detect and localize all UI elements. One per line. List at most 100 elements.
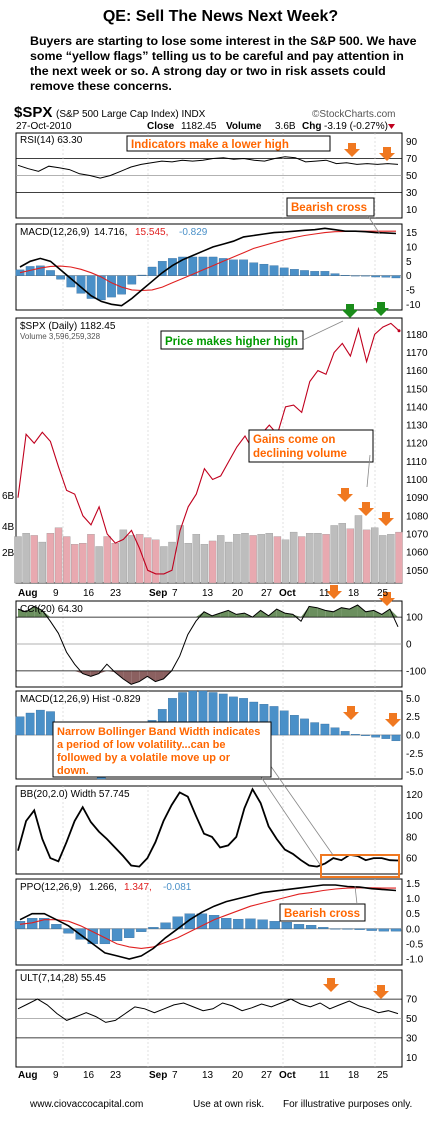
y-tick-label: -1.0: [406, 954, 424, 965]
volume-bar: [127, 535, 136, 584]
cci-positive-fill: [381, 609, 390, 618]
volume-bar: [119, 529, 128, 584]
cci-negative-fill: [155, 670, 164, 682]
annotation-pointer: [367, 215, 381, 235]
macd-histogram-bar: [107, 275, 116, 298]
price-line: [17, 322, 400, 575]
ppo-histogram-bar: [390, 928, 402, 932]
volume-bar: [281, 539, 290, 584]
ppo-histogram-bar: [269, 921, 280, 929]
macd-hist-bar: [361, 734, 370, 736]
x-tick-label: Sep: [149, 1070, 167, 1081]
cci-positive-fill: [284, 613, 293, 618]
y-tick-label: 1050: [406, 566, 429, 577]
macd-histogram-bar: [46, 270, 55, 276]
macd-value: 14.716,: [94, 227, 127, 238]
volume-bar: [249, 535, 257, 584]
y-tick-label: 1150: [406, 384, 428, 395]
volume-bar: [38, 541, 47, 584]
annotation-line: Gains come on: [253, 434, 335, 446]
macd-hist-bar: [391, 734, 401, 742]
annotation-line: declining volume: [253, 448, 347, 460]
macd-histogram-bar: [178, 256, 187, 276]
x-tick-label: 16: [83, 1070, 95, 1081]
cci-negative-fill: [131, 670, 140, 685]
x-tick-label: 25: [377, 1070, 389, 1081]
macd-signal-value: 15.545,: [135, 227, 168, 238]
y-tick-label: 1170: [406, 348, 428, 359]
macd-histogram-bar: [157, 261, 167, 276]
volume-bar: [95, 546, 103, 584]
volume-label: Volume 3,596,259,328: [20, 332, 101, 341]
volume-bar: [354, 515, 363, 584]
macd-histogram-bar: [269, 265, 279, 276]
ppo-histogram-bar: [318, 927, 329, 929]
bbwidth-label: BB(20,2.0) Width 57.745: [20, 789, 130, 800]
macd-hist-bar: [279, 710, 289, 736]
volume-bar: [111, 543, 119, 584]
volume-bar: [241, 533, 249, 584]
macd-histogram-bar: [96, 275, 106, 301]
close-label: Close: [147, 121, 175, 132]
down-arrow-icon: [342, 304, 358, 318]
cci-negative-fill: [123, 670, 132, 685]
cci-positive-fill: [341, 607, 350, 618]
down-arrow-icon: [373, 985, 389, 999]
y-tick-label: -5: [406, 285, 415, 296]
macd-histogram-bar: [371, 275, 381, 278]
x-tick-label: 13: [202, 588, 214, 599]
down-arrow-icon: [343, 706, 359, 720]
ppo-histogram-bar: [99, 928, 111, 945]
macd-histogram-bar: [239, 259, 248, 276]
volume-tick-label: 6B: [2, 491, 15, 502]
y-tick-label: 5.0: [406, 694, 420, 705]
ppo-histogram-bar: [160, 922, 171, 929]
y-tick-label: 70: [406, 995, 418, 1006]
macd-hist-bar: [35, 709, 45, 736]
x-tick-label: 9: [53, 588, 59, 599]
macd-histogram-bar: [381, 275, 391, 278]
annotation-line: down.: [57, 765, 89, 777]
x-tick-label: Sep: [149, 588, 167, 599]
x-tick-label: 11: [319, 588, 330, 599]
y-tick-label: 50: [406, 1014, 418, 1025]
macd-hist-bar: [310, 722, 320, 736]
ppo-histogram-bar: [281, 922, 292, 929]
annotation-bearish-cross: Bearish cross: [291, 202, 367, 214]
ppo-histogram-bar: [221, 918, 232, 929]
macd-histogram-bar: [350, 275, 360, 277]
down-arrow-icon: [385, 713, 401, 727]
intro-text: Buyers are starting to lose some interes…: [30, 34, 417, 93]
chg-label: Chg: [302, 121, 321, 132]
macd-histogram-bar: [361, 275, 370, 277]
close-value: 1182.45: [181, 121, 217, 132]
macd-histogram-bar: [279, 267, 289, 276]
ppo-histogram-bar: [184, 913, 195, 929]
volume-bar: [87, 534, 95, 584]
macd-histogram-bar: [86, 275, 96, 299]
page-title: QE: Sell The News Next Week?: [102, 8, 339, 25]
volume-bar: [387, 534, 395, 584]
y-tick-label: 30: [406, 188, 418, 199]
volume-bar: [257, 534, 265, 584]
macd-hist-bar: [381, 734, 391, 739]
x-tick-label: 13: [202, 1070, 214, 1081]
x-tick-label: Oct: [279, 588, 296, 599]
volume-bar: [289, 531, 298, 584]
volume-bar: [322, 534, 330, 584]
macd-histogram-bar: [208, 256, 218, 276]
y-tick-label: 1080: [406, 511, 429, 522]
y-tick-label: 1070: [406, 529, 429, 540]
macd-hist-bar: [350, 734, 360, 736]
ppo-histogram-bar: [330, 928, 341, 930]
macd-histogram-bar: [147, 266, 157, 276]
x-tick-label: 27: [261, 1070, 273, 1081]
volume-bar: [395, 531, 403, 584]
volume-bar: [168, 541, 176, 584]
ppo-histogram-bar: [342, 928, 353, 930]
macd-histogram-bar: [330, 273, 340, 276]
cci-positive-fill: [34, 606, 43, 618]
y-tick-label: 0: [406, 271, 412, 282]
cci-label: CCI(20) 64.30: [20, 604, 83, 615]
